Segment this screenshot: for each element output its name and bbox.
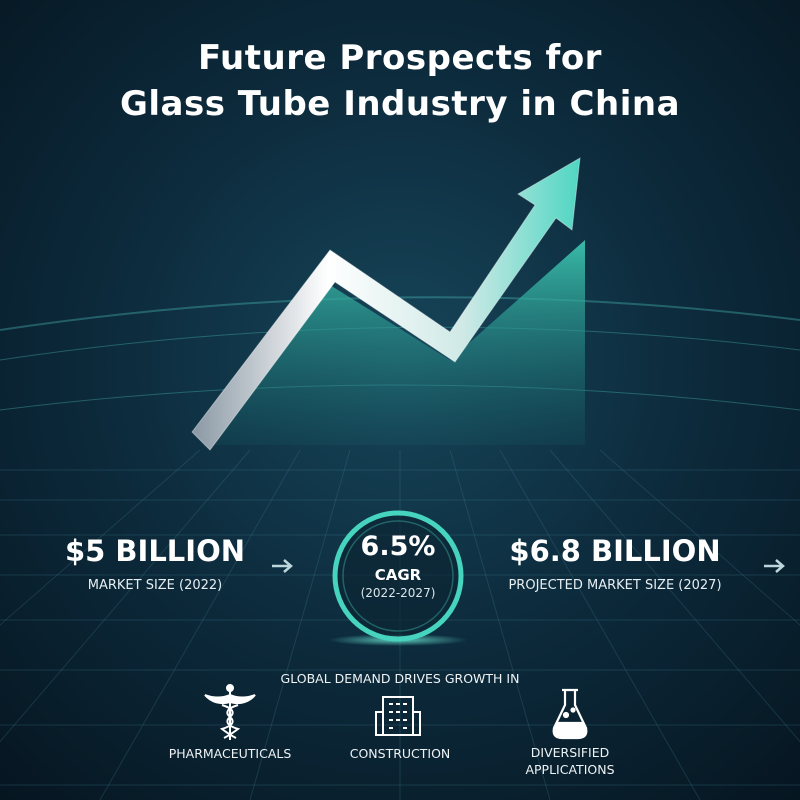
growth-arrow: [191, 157, 581, 451]
flask-icon: [552, 688, 588, 740]
stat-value: $5 BILLION: [64, 534, 246, 568]
title-line: Glass Tube Industry in China: [119, 84, 681, 124]
stat-value: $6.8 BILLION: [509, 534, 721, 568]
caduceus-icon: [204, 684, 256, 740]
flow-arrows: [272, 559, 785, 573]
cagr-ring: [332, 510, 464, 642]
stat-label: PROJECTED MARKET SIZE (2027): [508, 578, 722, 593]
driver-label: DIVERSIFIED APPLICATIONS: [525, 745, 615, 777]
driver-label: PHARMACEUTICALS: [168, 746, 292, 761]
title-line: Future Prospects for: [198, 38, 602, 78]
drivers-heading: GLOBAL DEMAND DRIVES GROWTH IN: [280, 671, 520, 686]
cagr-label: CAGR: [374, 566, 422, 584]
building-icon: [375, 696, 421, 736]
cagr-value: 6.5%: [360, 531, 436, 562]
cagr-period: (2022-2027): [360, 586, 436, 600]
driver-label: CONSTRUCTION: [349, 746, 451, 761]
stat-label: MARKET SIZE (2022): [87, 578, 223, 593]
cagr-inner-ring: [342, 520, 454, 632]
growth-area: [210, 240, 585, 445]
